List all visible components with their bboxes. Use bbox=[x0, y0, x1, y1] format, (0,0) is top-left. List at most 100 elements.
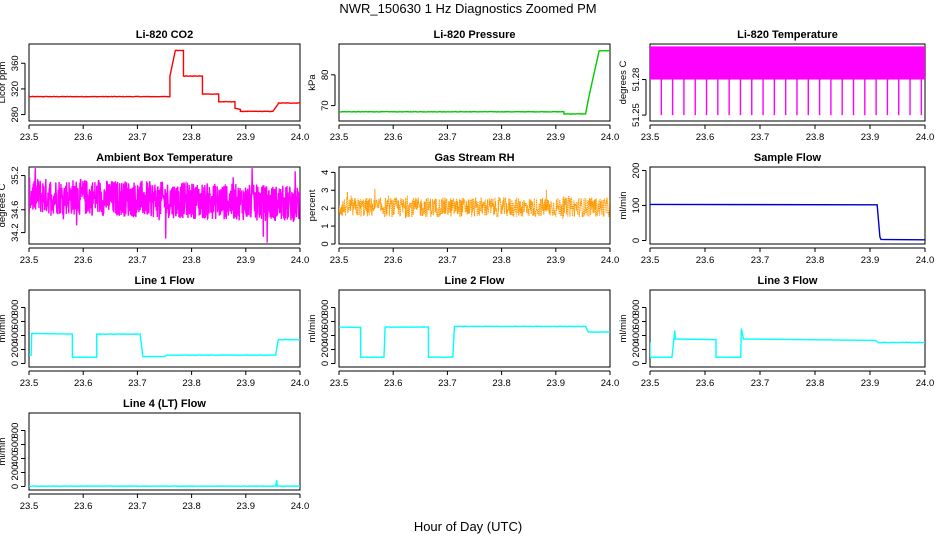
x-tick-label: 23.9 bbox=[237, 255, 256, 266]
x-tick-label: 23.5 bbox=[20, 378, 39, 389]
x-tick-label: 24.0 bbox=[916, 132, 935, 143]
y-tick-label: 1 bbox=[320, 223, 331, 228]
x-tick-label: 23.7 bbox=[128, 378, 147, 389]
x-tick-label: 23.7 bbox=[128, 501, 147, 512]
x-tick-label: 23.8 bbox=[492, 132, 511, 143]
x-tick-label: 24.0 bbox=[916, 378, 935, 389]
panel-sample_flow: Sample Flow 23.5 23.6 23.7 23.8 23.9 24.0 0 100 2… bbox=[618, 152, 934, 266]
x-tick-label: 23.8 bbox=[182, 255, 201, 266]
y-tick-label: 200 bbox=[320, 342, 331, 358]
series-line bbox=[650, 328, 925, 359]
x-tick-label: 23.5 bbox=[330, 378, 349, 389]
series-line bbox=[339, 325, 610, 359]
x-tick-label: 23.6 bbox=[696, 378, 715, 389]
plot-frame bbox=[338, 166, 611, 245]
y-tick-label: 0 bbox=[631, 238, 642, 243]
x-tick-label: 24.0 bbox=[601, 132, 620, 143]
panel-line4: Line 4 (LT) Flow 23.5 23.6 23.7 23.8 23.9 24.0… bbox=[0, 398, 309, 512]
x-tick-label: 23.5 bbox=[330, 255, 349, 266]
x-tick-label: 23.7 bbox=[438, 378, 457, 389]
x-tick-label: 23.9 bbox=[237, 501, 256, 512]
x-tick-label: 23.7 bbox=[438, 132, 457, 143]
plot-frame bbox=[28, 43, 301, 122]
y-tick-label: 0 bbox=[320, 361, 331, 366]
x-tick-label: 23.8 bbox=[806, 255, 825, 266]
y-axis-label: kPa bbox=[307, 74, 318, 91]
x-tick-label: 23.6 bbox=[74, 255, 93, 266]
figure-title: NWR_150630 1 Hz Diagnostics Zoomed PM bbox=[339, 1, 596, 16]
y-tick-label: 600 bbox=[10, 437, 21, 453]
x-tick-label: 24.0 bbox=[601, 378, 620, 389]
x-tick-label: 23.5 bbox=[20, 255, 39, 266]
x-tick-label: 23.8 bbox=[182, 378, 201, 389]
y-tick-label: 100 bbox=[631, 198, 642, 214]
panel-title: Line 2 Flow bbox=[445, 275, 505, 287]
y-tick-label: 2 bbox=[320, 206, 331, 211]
x-tick-label: 23.6 bbox=[384, 132, 403, 143]
plot-frame bbox=[338, 289, 611, 368]
plot-frame bbox=[28, 289, 301, 368]
y-tick-label: 3 bbox=[320, 188, 331, 193]
x-tick-label: 23.6 bbox=[696, 255, 715, 266]
y-axis-label: ml/min bbox=[618, 192, 629, 220]
panel-title: Li-820 CO2 bbox=[136, 29, 193, 41]
panel-title: Line 4 (LT) Flow bbox=[123, 398, 206, 410]
x-tick-label: 23.8 bbox=[182, 501, 201, 512]
y-axis-label: ml/min bbox=[307, 315, 318, 343]
x-tick-label: 23.7 bbox=[438, 255, 457, 266]
x-tick-label: 23.7 bbox=[128, 255, 147, 266]
y-tick-label: 280 bbox=[10, 107, 21, 123]
y-tick-label: 200 bbox=[10, 465, 21, 481]
x-tick-label: 23.7 bbox=[751, 132, 770, 143]
y-tick-label: 0 bbox=[10, 361, 21, 366]
figure-x-axis-label: Hour of Day (UTC) bbox=[414, 519, 522, 534]
panel-line1: Line 1 Flow 23.5 23.6 23.7 23.8 23.9 24.0 0 2004… bbox=[0, 275, 309, 389]
panel-title: Li-820 Pressure bbox=[434, 29, 516, 41]
y-axis-label: degrees C bbox=[618, 60, 629, 104]
series-line bbox=[650, 46, 925, 116]
x-tick-label: 23.8 bbox=[492, 255, 511, 266]
x-tick-label: 23.6 bbox=[696, 132, 715, 143]
series-line bbox=[339, 49, 610, 115]
y-tick-label: 800 bbox=[10, 423, 21, 439]
x-tick-label: 23.5 bbox=[20, 132, 39, 143]
x-tick-label: 23.9 bbox=[547, 378, 566, 389]
x-tick-label: 24.0 bbox=[291, 132, 310, 143]
y-tick-label: 34.6 bbox=[10, 201, 21, 220]
x-tick-label: 23.6 bbox=[74, 378, 93, 389]
panel-rh: Gas Stream RH 23.5 23.6 23.7 23.8 23.9 24.0 0 1 2… bbox=[307, 152, 619, 266]
x-tick-label: 23.5 bbox=[330, 132, 349, 143]
x-tick-label: 23.5 bbox=[641, 132, 660, 143]
panel-title: Li-820 Temperature bbox=[737, 29, 838, 41]
panel-title: Line 1 Flow bbox=[135, 275, 195, 287]
x-tick-label: 24.0 bbox=[291, 501, 310, 512]
panel-title: Ambient Box Temperature bbox=[96, 152, 233, 164]
x-tick-label: 24.0 bbox=[916, 255, 935, 266]
y-tick-label: 200 bbox=[10, 342, 21, 358]
x-tick-label: 23.7 bbox=[751, 378, 770, 389]
x-tick-label: 23.9 bbox=[547, 132, 566, 143]
y-tick-label: 200 bbox=[631, 342, 642, 358]
y-tick-label: 360 bbox=[10, 55, 21, 71]
y-axis-label: ml/min bbox=[618, 315, 629, 343]
y-tick-label: 400 bbox=[320, 328, 331, 344]
x-tick-label: 23.7 bbox=[751, 255, 770, 266]
series-line bbox=[650, 203, 925, 241]
y-tick-label: 600 bbox=[320, 314, 331, 330]
x-tick-label: 24.0 bbox=[601, 255, 620, 266]
y-tick-label: 51.28 bbox=[631, 68, 642, 92]
panel-li820_temp: Li-820 Temperature 23.5 23.6 23.7 23.8 23.9 24… bbox=[618, 29, 934, 143]
x-tick-label: 23.7 bbox=[128, 132, 147, 143]
y-tick-label: 400 bbox=[10, 451, 21, 467]
panel-line2: Line 2 Flow 23.5 23.6 23.7 23.8 23.9 24.0 0 2004… bbox=[307, 275, 619, 389]
y-tick-label: 35.2 bbox=[10, 166, 21, 185]
y-tick-label: 51.25 bbox=[631, 103, 642, 127]
y-tick-label: 80 bbox=[320, 70, 331, 81]
plot-frame bbox=[28, 412, 301, 491]
x-tick-label: 23.9 bbox=[237, 132, 256, 143]
x-tick-label: 23.6 bbox=[384, 378, 403, 389]
x-tick-label: 23.9 bbox=[547, 255, 566, 266]
y-tick-label: 800 bbox=[631, 300, 642, 316]
y-tick-label: 4 bbox=[320, 170, 331, 175]
